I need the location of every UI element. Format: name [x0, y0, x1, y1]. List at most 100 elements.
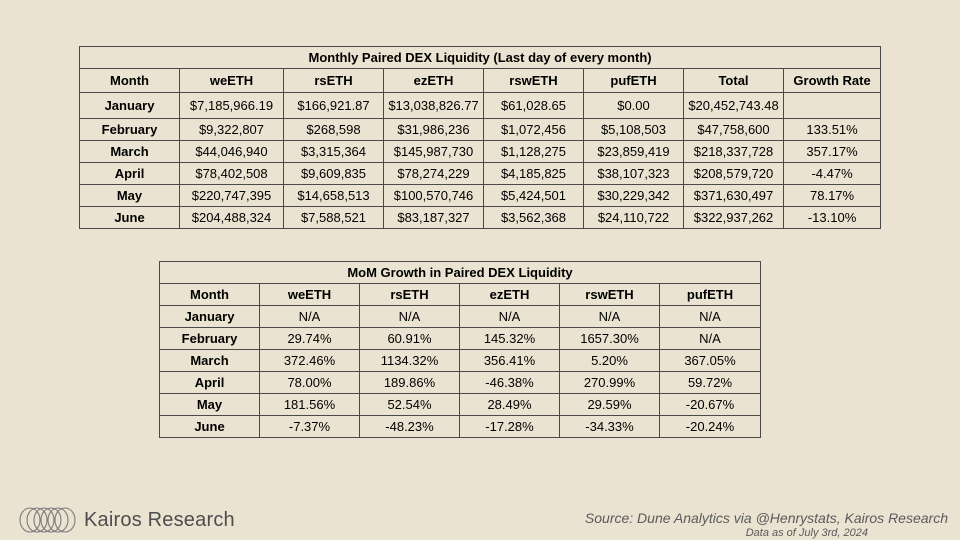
table-row: May $220,747,395 $14,658,513 $100,570,746 $5…	[79, 184, 882, 207]
table-row: May 181.56% 52.54% 28.49% 29.59% -20.67%	[159, 393, 761, 416]
table-cell: -34.33%	[559, 415, 660, 438]
table-cell: $9,322,807	[179, 118, 284, 141]
table-cell: $7,185,966.19	[179, 92, 284, 119]
column-header: ezETH	[383, 68, 484, 93]
table-cell: $218,337,728	[683, 140, 784, 163]
table-cell: $204,488,324	[179, 206, 284, 229]
row-month: June	[159, 415, 260, 438]
table-cell: $47,758,600	[683, 118, 784, 141]
table-cell: -13.10%	[782, 206, 882, 229]
column-header: Month	[159, 283, 260, 306]
table-row: April $78,402,508 $9,609,835 $78,274,229 $4,…	[79, 162, 882, 185]
table-cell: N/A	[559, 305, 660, 328]
table-cell: 133.51%	[782, 118, 882, 141]
table-cell: 5.20%	[559, 349, 660, 372]
table-cell: $1,128,275	[483, 140, 584, 163]
column-header: pufETH	[659, 283, 761, 306]
table-cell: $31,986,236	[383, 118, 484, 141]
table-cell: $14,658,513	[283, 184, 384, 207]
table-cell: $9,609,835	[283, 162, 384, 185]
table-cell: 145.32%	[459, 327, 560, 350]
mom-title: MoM Growth in Paired DEX Liquidity	[159, 261, 761, 284]
row-month: March	[79, 140, 180, 163]
table-cell: $3,562,368	[483, 206, 584, 229]
table-cell: 29.59%	[559, 393, 660, 416]
liquidity-header-row: Month weETH rsETH ezETH rswETH pufETH Total Gro…	[79, 68, 882, 93]
table-cell	[782, 92, 882, 119]
table-cell: -20.67%	[659, 393, 761, 416]
table-cell: $4,185,825	[483, 162, 584, 185]
row-month: February	[159, 327, 260, 350]
table-row: March 372.46% 1134.32% 356.41% 5.20% 367.05%	[159, 349, 761, 372]
table-cell: $145,987,730	[383, 140, 484, 163]
brand-logo: Kairos Research	[18, 506, 235, 534]
mom-header-row: Month weETH rsETH ezETH rswETH pufETH	[159, 283, 761, 306]
table-row: January $7,185,966.19 $166,921.87 $13,038,8…	[79, 92, 882, 119]
table-cell: $268,598	[283, 118, 384, 141]
table-cell: $5,108,503	[583, 118, 684, 141]
table-cell: $3,315,364	[283, 140, 384, 163]
table-cell: 181.56%	[259, 393, 360, 416]
table-cell: 78.17%	[782, 184, 882, 207]
column-header: ezETH	[459, 283, 560, 306]
row-month: May	[79, 184, 180, 207]
table-cell: 367.05%	[659, 349, 761, 372]
table-cell: $220,747,395	[179, 184, 284, 207]
table-row: January N/A N/A N/A N/A N/A	[159, 305, 761, 328]
table-cell: -46.38%	[459, 371, 560, 394]
table-row: February 29.74% 60.91% 145.32% 1657.30% N/A	[159, 327, 761, 350]
table-row: March $44,046,940 $3,315,364 $145,987,730 $1…	[79, 140, 882, 163]
table-cell: 52.54%	[359, 393, 460, 416]
liquidity-title-row: Monthly Paired DEX Liquidity (Last day o…	[78, 46, 882, 69]
data-date: Data as of July 3rd, 2024	[745, 527, 868, 539]
table-cell: -48.23%	[359, 415, 460, 438]
table-cell: $61,028.65	[483, 92, 584, 119]
liquidity-table: Monthly Paired DEX Liquidity (Last day o…	[78, 46, 882, 229]
table-cell: $20,452,743.48	[683, 92, 784, 119]
column-header: rsETH	[283, 68, 384, 93]
table-cell: 59.72%	[659, 371, 761, 394]
row-month: April	[79, 162, 180, 185]
column-header: weETH	[259, 283, 360, 306]
row-month: March	[159, 349, 260, 372]
table-cell: $5,424,501	[483, 184, 584, 207]
column-header: weETH	[179, 68, 284, 93]
table-cell: -7.37%	[259, 415, 360, 438]
table-cell: 1657.30%	[559, 327, 660, 350]
table-row: June -7.37% -48.23% -17.28% -34.33% -20.24%	[159, 415, 761, 438]
table-cell: 270.99%	[559, 371, 660, 394]
table-cell: $7,588,521	[283, 206, 384, 229]
column-header: Month	[79, 68, 180, 93]
column-header: Growth Rate	[782, 68, 882, 93]
table-cell: $166,921.87	[283, 92, 384, 119]
mom-growth-table: MoM Growth in Paired DEX Liquidity Month w…	[159, 261, 761, 438]
table-cell: 372.46%	[259, 349, 360, 372]
table-cell: N/A	[659, 305, 761, 328]
table-cell: $78,402,508	[179, 162, 284, 185]
table-cell: $208,579,720	[683, 162, 784, 185]
table-cell: 189.86%	[359, 371, 460, 394]
table-cell: $0.00	[583, 92, 684, 119]
table-cell: N/A	[259, 305, 360, 328]
table-cell: N/A	[659, 327, 761, 350]
table-cell: $13,038,826.77	[383, 92, 484, 119]
table-cell: $371,630,497	[683, 184, 784, 207]
mom-title-row: MoM Growth in Paired DEX Liquidity	[159, 261, 761, 284]
table-cell: $78,274,229	[383, 162, 484, 185]
table-cell: 357.17%	[782, 140, 882, 163]
column-header: rswETH	[483, 68, 584, 93]
row-month: February	[79, 118, 180, 141]
table-row: February $9,322,807 $268,598 $31,986,236 $1,…	[79, 118, 882, 141]
row-month: January	[159, 305, 260, 328]
row-month: May	[159, 393, 260, 416]
table-cell: 60.91%	[359, 327, 460, 350]
table-cell: $44,046,940	[179, 140, 284, 163]
table-cell: $1,072,456	[483, 118, 584, 141]
table-cell: -20.24%	[659, 415, 761, 438]
brand-name: Kairos Research	[84, 508, 235, 531]
table-cell: N/A	[459, 305, 560, 328]
table-row: June $204,488,324 $7,588,521 $83,187,327 $3,…	[79, 206, 882, 229]
table-cell: $322,937,262	[683, 206, 784, 229]
table-cell: $30,229,342	[583, 184, 684, 207]
table-cell: $23,859,419	[583, 140, 684, 163]
